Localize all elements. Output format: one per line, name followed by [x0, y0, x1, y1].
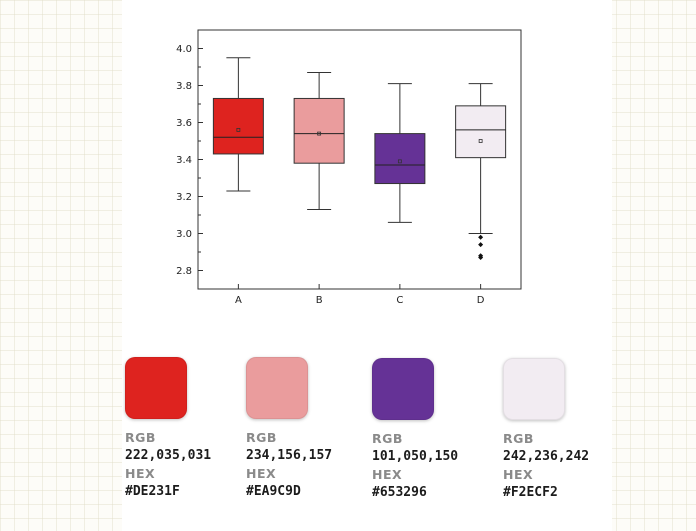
- box-C: [374, 133, 426, 185]
- outlier-point: [478, 234, 484, 240]
- y-tick-label: 3.4: [176, 155, 192, 166]
- x-tick-label: C: [396, 295, 403, 306]
- hex-value-4: #F2ECF2: [503, 485, 558, 500]
- rgb-value-1: 222,035,031: [125, 448, 212, 463]
- outlier-point: [478, 255, 484, 261]
- y-tick-label: 3.0: [176, 229, 192, 240]
- palette-swatch-4: RGB 242,236,242 HEX #F2ECF2: [503, 358, 633, 502]
- x-tick-label: A: [235, 295, 242, 306]
- box-A: [212, 97, 264, 155]
- palette-swatch-3: RGB 101,050,150 HEX #653296: [372, 358, 502, 502]
- rgb-value-3: 101,050,150: [372, 449, 459, 464]
- hex-label-1: HEX: [125, 466, 156, 481]
- box-D: [455, 105, 507, 159]
- palette-swatch-2: RGB 234,156,157 HEX #EA9C9D: [246, 357, 376, 501]
- box-plot-chart: 2.8 3.0 3.2 3.4 3.6 3.8 4.0 A B C D: [176, 29, 522, 306]
- y-tick-label: 4.0: [176, 44, 192, 55]
- rgb-value-4: 242,236,242: [503, 449, 590, 464]
- y-tick-label: 3.8: [176, 81, 192, 92]
- mean-marker: [397, 159, 402, 164]
- color-chip-4: [503, 358, 565, 420]
- x-tick-label: B: [316, 295, 323, 306]
- box-B: [293, 97, 345, 164]
- color-chip-1: [125, 357, 187, 419]
- mean-marker: [317, 131, 322, 136]
- hex-label-4: HEX: [503, 467, 534, 482]
- hex-label-2: HEX: [246, 466, 277, 481]
- hex-label-3: HEX: [372, 467, 403, 482]
- plot-frame: [197, 29, 522, 290]
- hex-value-2: #EA9C9D: [246, 484, 301, 499]
- color-chip-3: [372, 358, 434, 420]
- rgb-label-3: RGB: [372, 431, 403, 446]
- hex-value-1: #DE231F: [125, 484, 180, 499]
- x-tick-label: D: [477, 295, 485, 306]
- hex-value-3: #653296: [372, 485, 427, 500]
- mean-marker: [236, 127, 241, 132]
- y-tick-label: 3.6: [176, 118, 192, 129]
- rgb-value-2: 234,156,157: [246, 448, 333, 463]
- rgb-label-4: RGB: [503, 431, 534, 446]
- palette-swatch-1: RGB 222,035,031 HEX #DE231F: [125, 357, 255, 501]
- color-chip-2: [246, 357, 308, 419]
- y-tick-label: 2.8: [176, 266, 192, 277]
- y-tick-label: 3.2: [176, 192, 192, 203]
- outlier-point: [478, 242, 484, 248]
- rgb-label-2: RGB: [246, 430, 277, 445]
- mean-marker: [478, 139, 483, 143]
- rgb-label-1: RGB: [125, 430, 156, 445]
